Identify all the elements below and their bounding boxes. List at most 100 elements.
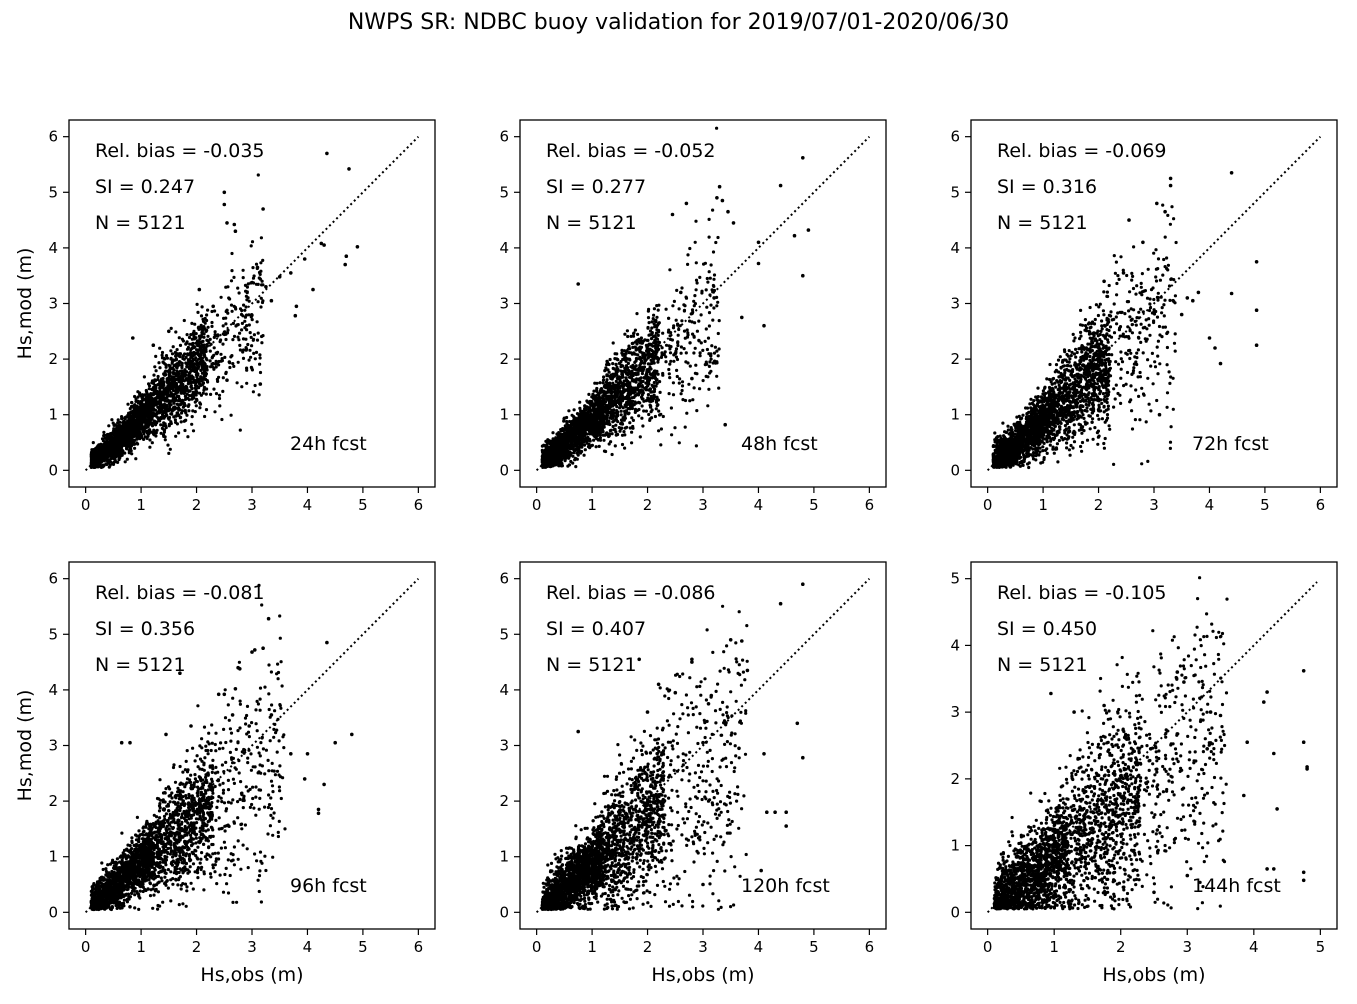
data-point bbox=[583, 406, 588, 410]
data-point bbox=[200, 331, 204, 335]
data-point bbox=[655, 328, 659, 332]
data-point bbox=[226, 328, 230, 332]
data-point bbox=[583, 439, 587, 443]
data-point bbox=[174, 381, 178, 385]
data-point bbox=[623, 403, 628, 407]
data-point bbox=[256, 300, 260, 304]
data-point bbox=[162, 430, 166, 434]
data-point bbox=[647, 355, 651, 359]
data-point bbox=[554, 436, 558, 441]
data-point bbox=[175, 369, 179, 373]
data-point bbox=[180, 337, 184, 341]
data-point bbox=[637, 377, 642, 381]
data-point bbox=[629, 334, 633, 338]
data-point bbox=[613, 389, 617, 394]
data-point bbox=[204, 329, 208, 333]
data-point bbox=[186, 352, 190, 356]
data-point bbox=[148, 438, 152, 442]
data-point bbox=[180, 378, 185, 383]
data-point bbox=[224, 285, 228, 289]
data-point bbox=[603, 383, 607, 387]
data-point bbox=[161, 410, 166, 415]
data-point bbox=[614, 362, 618, 366]
data-point bbox=[631, 424, 635, 429]
data-point bbox=[550, 441, 554, 445]
data-point bbox=[150, 441, 154, 445]
data-point bbox=[219, 295, 223, 299]
data-point bbox=[154, 369, 158, 373]
data-point bbox=[134, 415, 138, 419]
data-point bbox=[166, 388, 170, 392]
data-point bbox=[133, 409, 137, 413]
data-point bbox=[240, 385, 244, 389]
data-point bbox=[196, 310, 200, 314]
data-point bbox=[559, 429, 563, 433]
data-point bbox=[162, 392, 166, 397]
data-point bbox=[99, 465, 103, 469]
data-point bbox=[112, 427, 116, 431]
data-point bbox=[250, 240, 255, 244]
data-point bbox=[217, 396, 222, 401]
data-point bbox=[620, 348, 624, 352]
data-point bbox=[191, 429, 196, 433]
data-point bbox=[167, 377, 172, 381]
data-point bbox=[141, 410, 145, 414]
data-point bbox=[195, 348, 199, 352]
data-point bbox=[571, 454, 575, 458]
data-point bbox=[146, 414, 150, 418]
data-point bbox=[155, 392, 159, 396]
x-tick-label: 4 bbox=[303, 496, 313, 514]
data-point bbox=[99, 442, 103, 446]
data-point bbox=[626, 334, 630, 339]
data-point bbox=[630, 404, 635, 408]
data-point bbox=[211, 361, 215, 366]
data-point bbox=[111, 443, 115, 447]
data-point bbox=[139, 394, 143, 398]
data-point bbox=[111, 432, 115, 436]
data-point bbox=[605, 363, 609, 367]
data-point bbox=[202, 335, 206, 339]
data-point bbox=[585, 436, 589, 440]
data-point bbox=[591, 424, 595, 428]
data-point bbox=[217, 375, 221, 379]
data-point bbox=[133, 403, 137, 407]
data-point bbox=[209, 342, 213, 346]
data-point bbox=[218, 340, 222, 344]
data-point bbox=[251, 390, 255, 394]
data-point bbox=[162, 387, 166, 391]
data-point bbox=[611, 424, 615, 429]
data-point bbox=[116, 460, 120, 464]
data-point bbox=[610, 408, 614, 412]
data-point bbox=[245, 298, 249, 302]
data-point bbox=[131, 441, 135, 445]
data-point bbox=[242, 303, 246, 307]
data-point bbox=[93, 455, 97, 459]
data-point bbox=[603, 410, 607, 414]
data-point bbox=[546, 446, 551, 450]
data-point bbox=[191, 395, 195, 399]
data-point bbox=[138, 422, 142, 426]
data-point bbox=[201, 391, 205, 395]
data-point bbox=[646, 316, 651, 320]
data-point bbox=[92, 452, 97, 456]
data-point bbox=[218, 404, 222, 408]
data-point bbox=[656, 403, 660, 407]
data-point bbox=[245, 285, 249, 289]
data-point bbox=[153, 365, 157, 369]
data-point bbox=[572, 433, 576, 438]
data-point bbox=[98, 453, 102, 457]
data-point bbox=[586, 425, 590, 429]
data-point bbox=[626, 379, 630, 384]
data-point bbox=[638, 346, 643, 351]
data-point bbox=[248, 331, 252, 335]
data-point bbox=[627, 411, 631, 415]
data-point bbox=[236, 360, 240, 364]
data-point bbox=[117, 430, 121, 434]
data-point bbox=[128, 411, 132, 415]
data-point bbox=[252, 337, 256, 341]
data-point bbox=[649, 342, 653, 346]
data-point bbox=[636, 332, 640, 336]
data-point bbox=[655, 337, 660, 341]
data-point bbox=[611, 362, 615, 366]
